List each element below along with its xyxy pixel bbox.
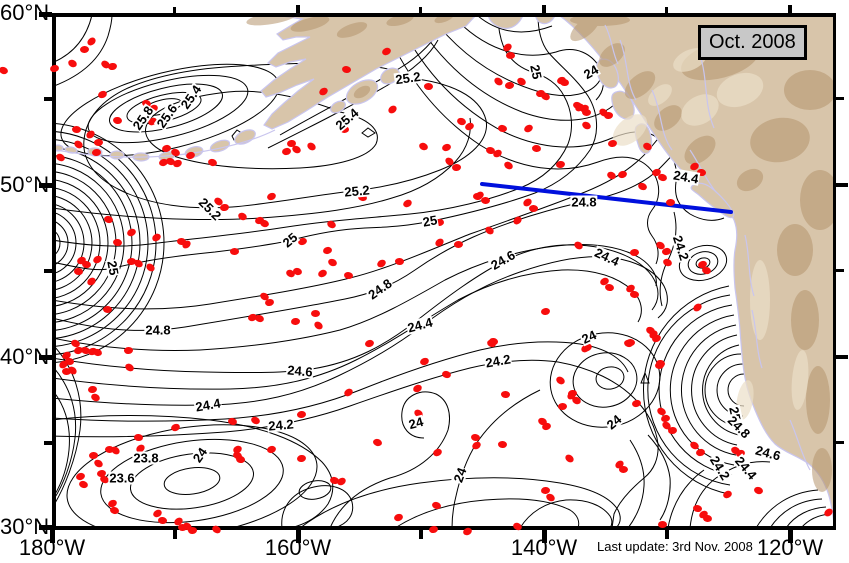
float-marker	[311, 310, 320, 317]
float-marker	[581, 108, 592, 117]
lat-label: 40°N	[0, 344, 50, 369]
date-badge: Oct. 2008	[698, 25, 807, 60]
contour-label: 24.2	[266, 416, 296, 434]
contour-label: 24	[406, 413, 426, 433]
river-lines	[55, 24, 811, 471]
contour-label: 24.6	[285, 362, 315, 380]
lon-label: 180°W	[18, 535, 86, 560]
contour-label: 24.8	[144, 322, 172, 338]
contour-label: 25	[527, 62, 545, 82]
land-layer	[54, 15, 834, 528]
contour-label: 25.2	[393, 68, 423, 88]
vancouver-island	[690, 182, 735, 219]
last-update-note: Last update: 3rd Nov. 2008	[597, 539, 753, 554]
contour-label: 24.8	[570, 194, 598, 210]
contour-label: 23.8	[132, 450, 160, 466]
lat-label: 60°N	[0, 0, 50, 25]
ship-track-line	[480, 182, 733, 214]
float-marker	[506, 52, 515, 59]
float-marker	[658, 521, 667, 528]
contour-label: 25.2	[342, 182, 372, 200]
date-badge-text: Oct. 2008	[709, 31, 796, 53]
contour-label: 25	[420, 212, 440, 230]
lon-label: 140°W	[510, 535, 578, 560]
float-marker	[102, 305, 113, 314]
lat-label: 50°N	[0, 172, 50, 197]
lon-label: 120°W	[756, 535, 824, 560]
lon-label: 160°W	[264, 535, 332, 560]
alaska-landmass	[260, 15, 477, 130]
contour-label: 25	[104, 258, 122, 278]
lat-label: 30°N	[0, 514, 50, 539]
map-frame	[39, 5, 848, 543]
contour-label: 23.6	[108, 470, 136, 486]
